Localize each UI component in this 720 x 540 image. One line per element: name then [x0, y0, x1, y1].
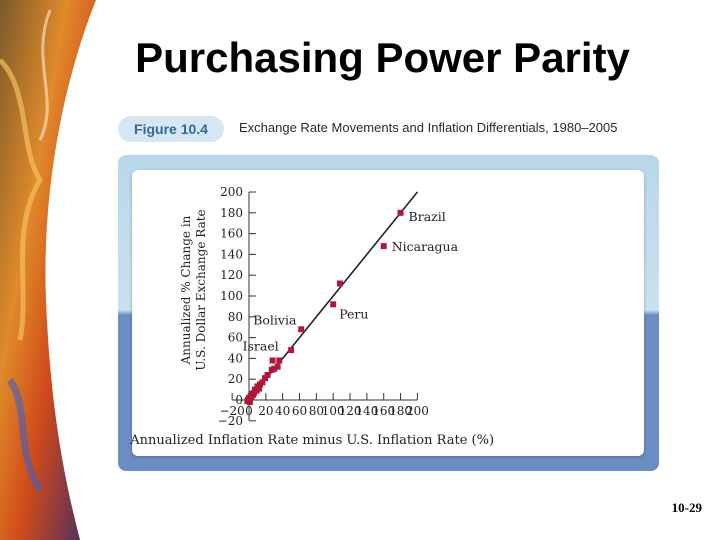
x-tick-label: 180: [389, 404, 412, 418]
y-tick-label: 160: [220, 227, 243, 241]
data-point: [298, 326, 305, 333]
data-point: [268, 366, 275, 373]
x-tick-label: 60: [292, 404, 307, 418]
y-tick-label: 200: [220, 185, 243, 199]
data-point: [330, 301, 337, 308]
data-point: [246, 399, 253, 406]
point-label: Nicaragua: [392, 239, 459, 254]
marbled-streak: [0, 58, 43, 341]
data-point: [261, 375, 268, 382]
y-tick-label: 60: [228, 331, 243, 345]
y-tick-label: 40: [228, 351, 243, 365]
x-tick-label: 140: [355, 404, 378, 418]
x-axis-label: Annualized Inflation Rate minus U.S. Inf…: [129, 433, 494, 448]
slide-title: Purchasing Power Parity: [135, 34, 630, 81]
page-number: 10-29: [671, 500, 702, 515]
figure-caption: Exchange Rate Movements and Inflation Di…: [239, 120, 618, 135]
marbled-streak: [7, 378, 43, 492]
data-point: [336, 280, 343, 287]
data-point: [269, 357, 276, 364]
y-tick-label: 100: [220, 289, 243, 303]
x-tick-label: 200: [406, 404, 429, 418]
x-tick-label: 160: [372, 404, 395, 418]
y-tick-label: 120: [220, 268, 243, 282]
data-point: [276, 357, 283, 364]
figure-label: Figure 10.4: [118, 116, 224, 142]
data-point: [254, 383, 261, 390]
y-tick-label: −20: [218, 414, 243, 428]
y-tick-label: 180: [220, 206, 243, 220]
data-point: [288, 347, 295, 354]
x-tick-label: 20: [258, 404, 273, 418]
x-tick-label: 80: [309, 404, 324, 418]
plot-area: [132, 170, 644, 456]
data-point: [251, 386, 258, 393]
point-label: Brazil: [409, 209, 446, 224]
data-point: [274, 363, 281, 370]
x-tick-label: 40: [275, 404, 290, 418]
marbled-streak: [38, 9, 52, 141]
x-tick-label: 100: [322, 404, 345, 418]
point-label: Israel: [243, 338, 279, 353]
x-tick-label: 120: [339, 404, 362, 418]
point-label: Peru: [339, 306, 368, 321]
y-axis-label: U.S. Dollar Exchange Rate: [194, 209, 208, 370]
y-tick-label: 0: [235, 393, 243, 407]
x-tick-label: −20: [219, 404, 244, 418]
x-tick-label: 0: [245, 404, 253, 418]
data-point: [380, 243, 387, 250]
data-point: [397, 209, 404, 216]
y-tick-label: 140: [220, 247, 243, 261]
y-tick-label: 20: [228, 372, 243, 386]
y-tick-label: 80: [228, 310, 243, 324]
y-axis-label: Annualized % Change in: [179, 215, 193, 365]
data-point: [264, 372, 271, 379]
point-label: Bolivia: [253, 312, 297, 327]
